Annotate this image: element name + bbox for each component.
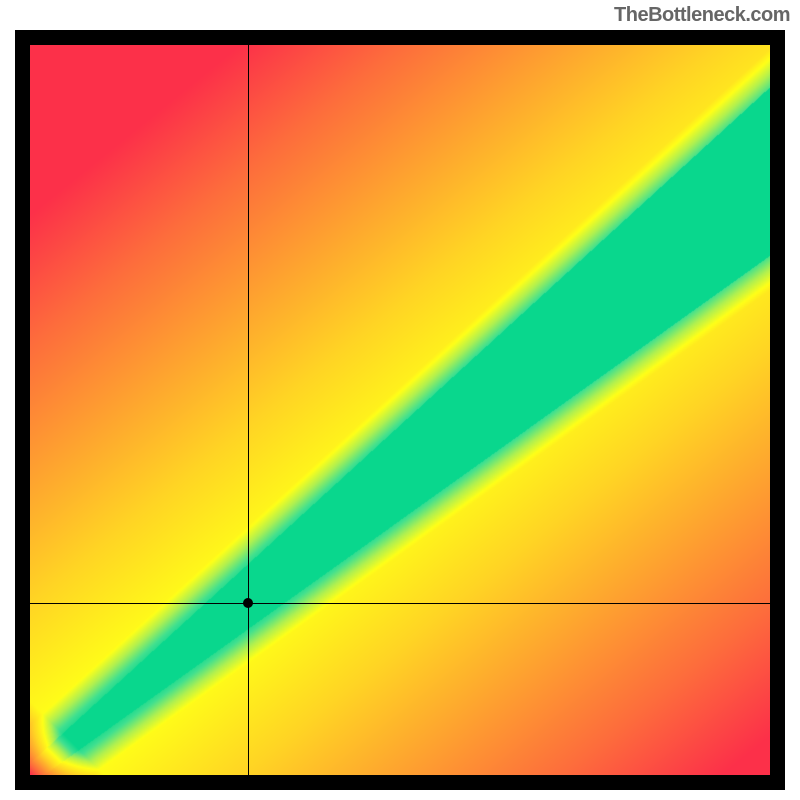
- heatmap-canvas: [30, 45, 770, 775]
- crosshair-horizontal: [30, 603, 770, 604]
- chart-container: TheBottleneck.com: [0, 0, 800, 800]
- chart-frame: [15, 30, 785, 790]
- attribution-label: TheBottleneck.com: [614, 4, 790, 27]
- crosshair-vertical: [248, 45, 249, 775]
- plot-area: [30, 45, 770, 775]
- data-point: [243, 598, 253, 608]
